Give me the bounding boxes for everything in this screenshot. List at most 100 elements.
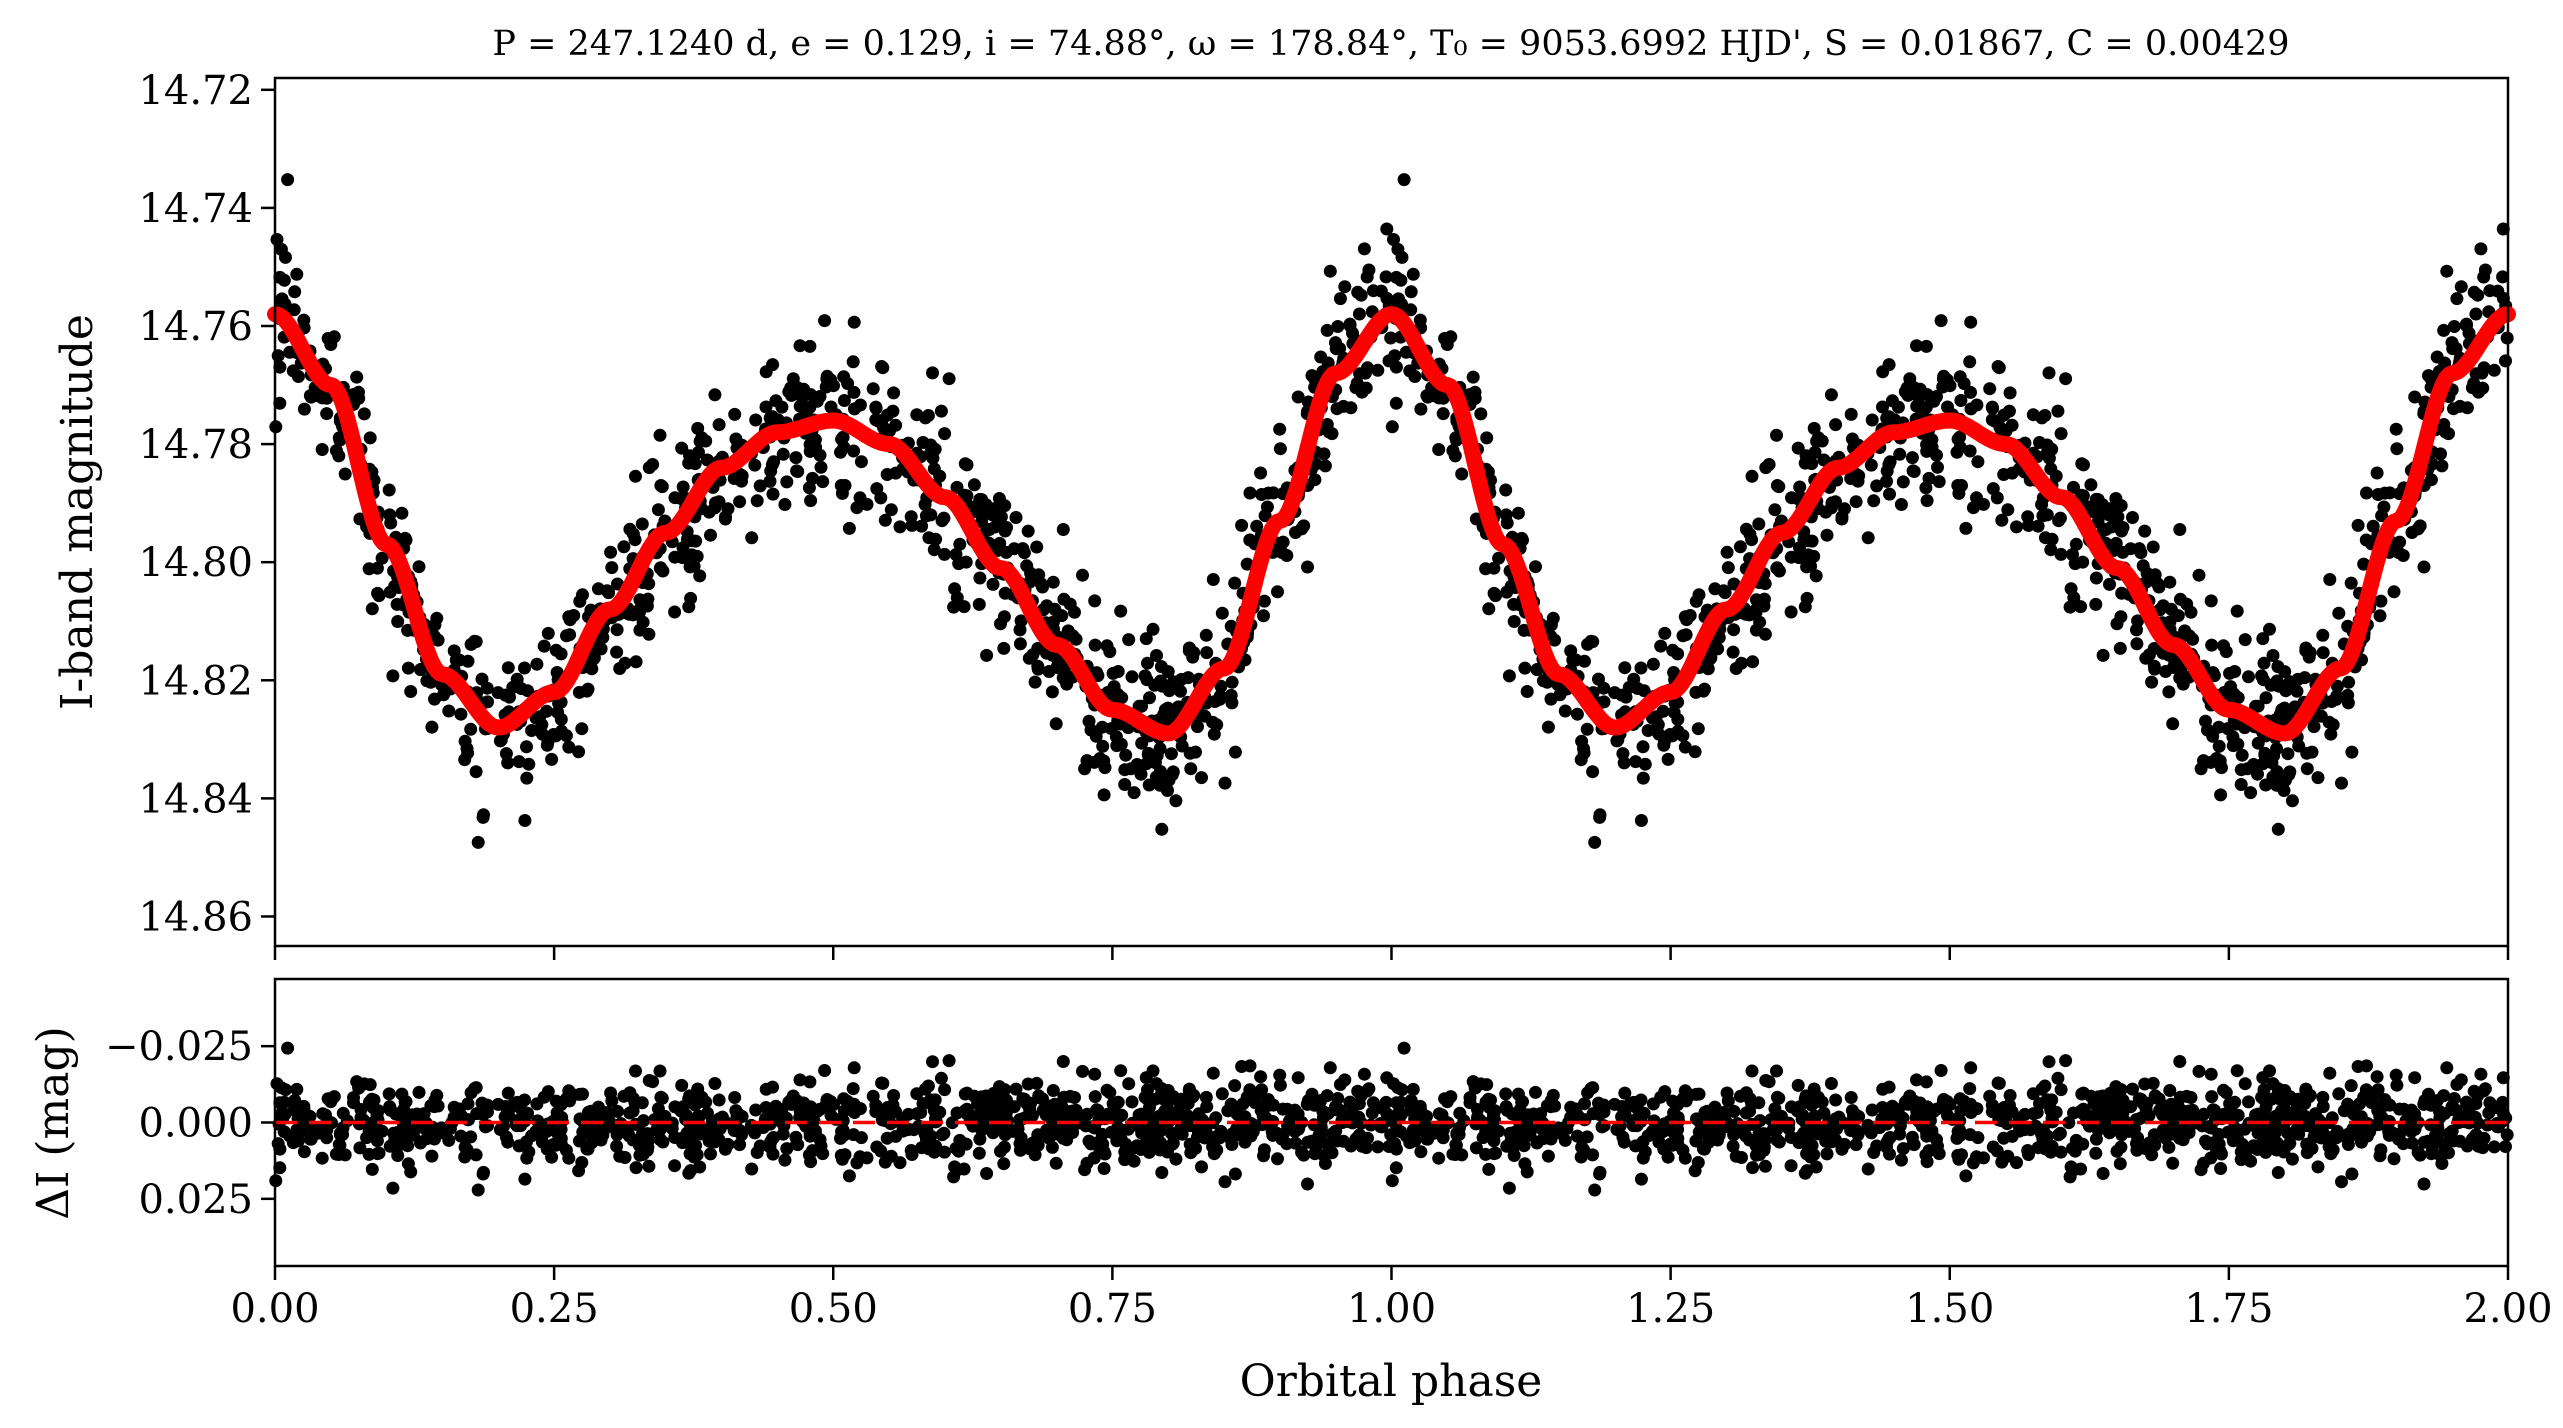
residual-point (1158, 1103, 1172, 1117)
residual-point (2440, 1061, 2454, 1075)
residual-point (1770, 1064, 1783, 1078)
data-point (1636, 771, 1650, 785)
residual-point (1964, 1097, 1977, 1111)
residual-point (1698, 1105, 1712, 1119)
data-point (1749, 623, 1763, 637)
residual-point (1819, 1134, 1833, 1148)
data-point (1260, 500, 1274, 514)
data-point (2275, 703, 2289, 717)
residual-point (1289, 1136, 1302, 1150)
data-point (2148, 568, 2162, 582)
residual-point (1574, 1150, 1588, 1164)
data-point (1385, 420, 1399, 434)
residual-point (960, 1086, 974, 1100)
residual-point (404, 1165, 418, 1179)
data-point (915, 519, 929, 533)
residual-point (1450, 1128, 1464, 1142)
data-point (987, 502, 1001, 516)
residual-point (2113, 1157, 2127, 1171)
data-point (329, 444, 343, 458)
data-point (950, 480, 964, 494)
data-point (1592, 672, 1605, 686)
data-point (1999, 424, 2013, 438)
data-point (2201, 723, 2214, 737)
data-point (545, 752, 559, 766)
data-point (2325, 695, 2338, 708)
data-point (763, 474, 777, 488)
residual-point (2003, 1089, 2017, 1102)
data-point (2114, 610, 2128, 624)
top-y-axis-label: I-band magnitude (52, 314, 103, 710)
data-point (1809, 569, 1823, 583)
data-point (748, 458, 762, 472)
data-point (1954, 394, 1968, 407)
residual-point (750, 1146, 764, 1159)
data-point (2499, 354, 2512, 368)
data-point (1883, 487, 1896, 501)
residual-point (1187, 1088, 1201, 1102)
data-point (2366, 519, 2380, 533)
data-point (2159, 665, 2173, 678)
data-point (458, 753, 472, 767)
residual-point (1593, 1167, 1607, 1181)
residual-point (401, 1109, 415, 1123)
data-point (2322, 715, 2336, 729)
data-point (567, 609, 581, 622)
residual-point (2385, 1126, 2399, 1140)
residual-point (2159, 1131, 2173, 1145)
data-point (1403, 364, 1417, 378)
residual-point (367, 1115, 381, 1129)
data-point (2163, 575, 2177, 589)
data-point (1679, 628, 1693, 642)
data-point (2219, 645, 2233, 659)
data-point (605, 561, 619, 575)
data-point (2345, 745, 2359, 759)
residual-point (2162, 1121, 2176, 1135)
data-point (693, 569, 707, 583)
data-point (2089, 571, 2103, 585)
data-point (2142, 648, 2156, 662)
data-point (1122, 633, 1136, 647)
data-point (1164, 747, 1178, 761)
residual-point (2405, 1136, 2419, 1150)
data-point (2138, 524, 2152, 538)
data-point (1387, 233, 1400, 246)
residual-point (1634, 1172, 1648, 1186)
data-point (1291, 390, 1305, 404)
residual-point (883, 1109, 897, 1123)
residual-point (1482, 1162, 1496, 1176)
data-point (287, 303, 301, 317)
residual-point (1758, 1159, 1772, 1173)
data-point (1905, 451, 1919, 465)
data-point (1143, 691, 1156, 705)
data-point (887, 386, 901, 400)
data-point (847, 385, 861, 399)
data-point (1955, 479, 1968, 492)
data-point (1876, 365, 1890, 379)
residual-point (551, 1126, 565, 1140)
residual-point (468, 1082, 482, 1095)
residual-point (321, 1092, 335, 1106)
data-point (1323, 264, 1337, 278)
data-point (1056, 523, 1070, 536)
residual-point (2365, 1096, 2379, 1110)
residual-point (1618, 1086, 1632, 1100)
data-point (464, 722, 478, 736)
residual-point (2496, 1095, 2510, 1109)
residual-point (2059, 1054, 2073, 1068)
residual-point (2266, 1077, 2280, 1091)
data-point (2031, 519, 2045, 533)
residual-point (904, 1144, 918, 1157)
data-point (2303, 646, 2317, 660)
residual-point (1208, 1130, 1222, 1144)
residual-point (2275, 1103, 2289, 1117)
data-point (745, 531, 759, 545)
residual-point (1830, 1115, 1844, 1129)
residual-point (1084, 1137, 1098, 1151)
data-point (2351, 518, 2365, 532)
residual-point (675, 1078, 689, 1092)
data-point (693, 434, 707, 448)
residual-point (1155, 1092, 1169, 1105)
data-point (1500, 516, 1514, 530)
